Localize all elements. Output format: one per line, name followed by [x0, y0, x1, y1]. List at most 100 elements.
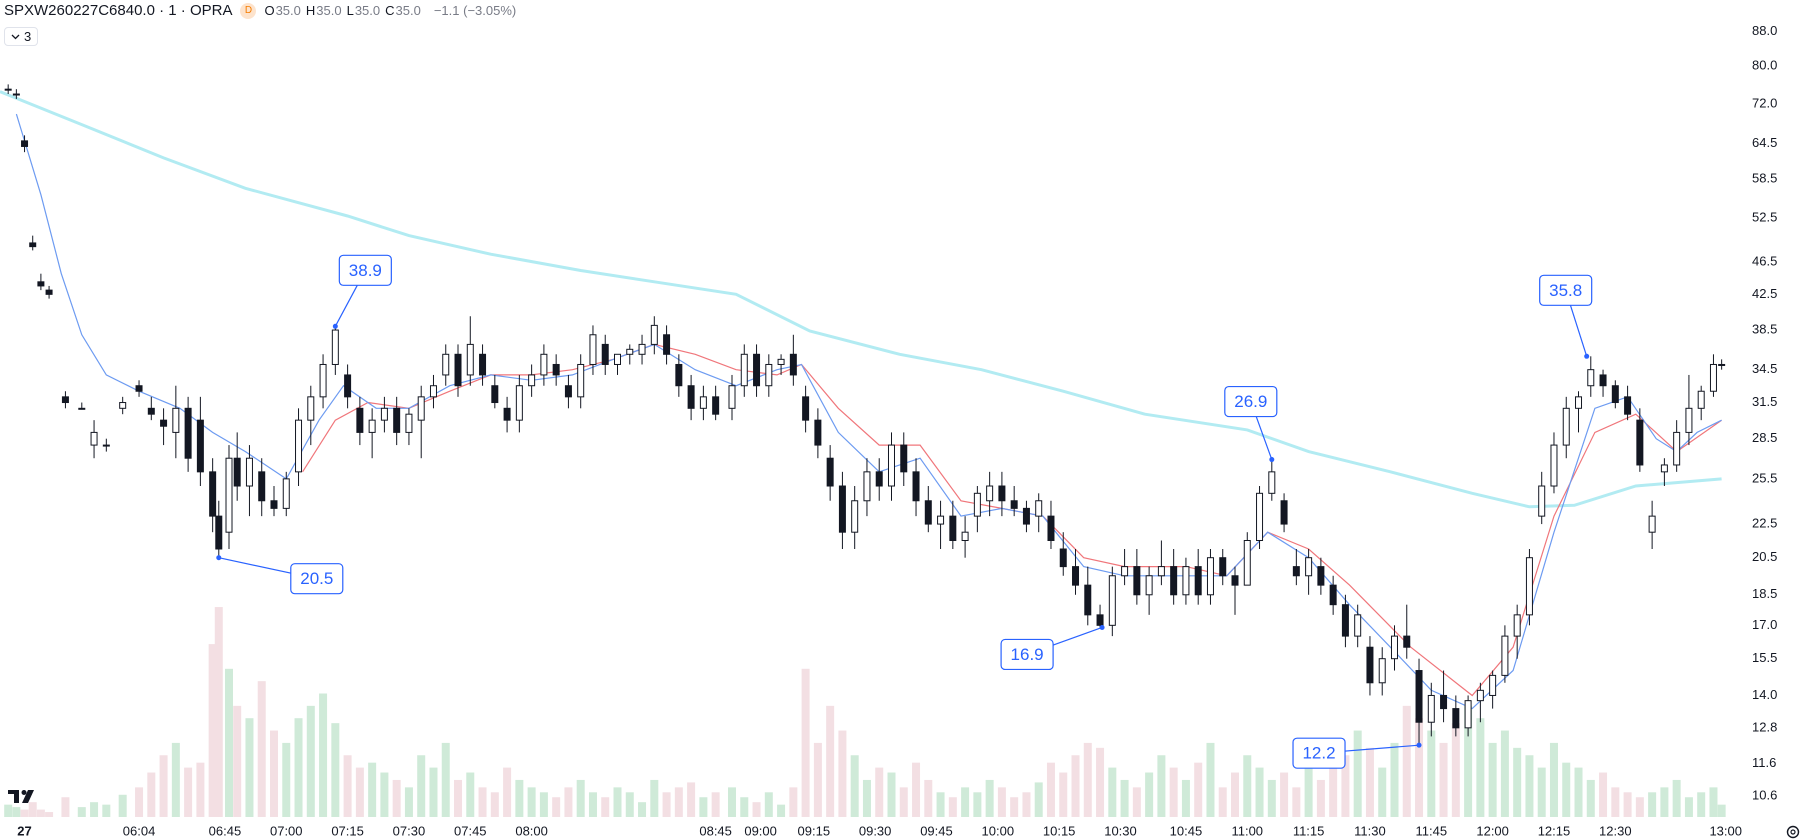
- volume-bar: [527, 787, 536, 817]
- candle-body: [78, 407, 86, 410]
- volume-bar: [331, 723, 340, 817]
- volume-bar: [380, 772, 389, 817]
- y-tick-label: 22.5: [1752, 516, 1777, 531]
- candle-body: [675, 363, 683, 387]
- candle-body: [393, 407, 401, 433]
- candle-body: [1415, 670, 1423, 723]
- volume-bar: [961, 787, 970, 817]
- volume-bar: [1684, 797, 1693, 817]
- volume-bar: [1108, 767, 1117, 817]
- volume-bar: [1267, 779, 1276, 817]
- candle-body: [1550, 444, 1558, 487]
- x-tick-label: 13:00: [1709, 823, 1742, 838]
- y-tick-label: 34.5: [1752, 361, 1777, 376]
- candle-body: [802, 396, 810, 421]
- candle-body: [1660, 464, 1668, 473]
- volume-bar: [801, 668, 810, 817]
- x-tick-label: 06:45: [209, 823, 242, 838]
- candle-body: [838, 485, 846, 533]
- callout-point: [1269, 457, 1275, 463]
- volume-bar: [429, 767, 438, 817]
- header: SPXW260227C6840.0 · 1 · OPRA D O35.0 H35.…: [4, 2, 516, 19]
- ohlc-label: L: [346, 3, 354, 18]
- candle-body: [344, 374, 352, 398]
- candle-body: [601, 343, 609, 365]
- volume-bar: [936, 792, 945, 817]
- volume-bar: [625, 792, 634, 817]
- volume-bar: [1034, 782, 1043, 817]
- volume-bar: [28, 802, 37, 817]
- moving-average-line: [302, 343, 1722, 697]
- volume-bar: [650, 779, 659, 817]
- candle-body: [663, 334, 671, 355]
- symbol[interactable]: SPXW260227C6840.0 · 1 · OPRA: [4, 2, 233, 19]
- callout-box: [338, 254, 392, 286]
- volume-bar: [77, 807, 86, 817]
- candle-body: [503, 407, 511, 421]
- candle-body: [650, 324, 658, 345]
- candle-body: [4, 88, 12, 91]
- callout-box: [1224, 385, 1278, 418]
- volume-bar: [1378, 767, 1387, 817]
- candle-body: [1624, 396, 1632, 415]
- candle-body: [851, 500, 859, 533]
- x-tick-label: 07:30: [393, 823, 426, 838]
- volume-bar: [924, 779, 933, 817]
- volume-bar: [417, 755, 426, 817]
- volume-bar: [20, 809, 29, 817]
- volume-bar: [638, 802, 647, 817]
- y-tick-label: 25.5: [1752, 470, 1777, 485]
- volume-bar: [740, 797, 749, 817]
- candle-body: [1194, 566, 1202, 596]
- x-tick-label: 11:00: [1231, 823, 1263, 838]
- ohlc-label: C: [385, 3, 395, 18]
- volume-bar: [711, 792, 720, 817]
- volume-bar: [985, 779, 994, 817]
- candle-body: [466, 343, 474, 376]
- candle-body: [577, 363, 585, 398]
- volume-bar: [1611, 787, 1620, 817]
- ohlc-value: 35.0: [316, 3, 342, 18]
- callout-label: 26.9: [1234, 392, 1267, 411]
- volume-bar: [159, 755, 168, 817]
- candle-body: [1513, 614, 1521, 637]
- y-tick-label: 18.5: [1752, 586, 1777, 601]
- x-tick-label: 11:15: [1293, 823, 1325, 838]
- volume-bar: [1648, 792, 1657, 817]
- candle-body: [479, 353, 487, 376]
- candle-body: [233, 457, 241, 487]
- volume-bar: [12, 807, 21, 817]
- candle-body: [1084, 584, 1092, 616]
- candle-body: [225, 457, 233, 533]
- ohlc-label: H: [305, 3, 316, 18]
- candle-body: [147, 407, 155, 415]
- candle-body: [1685, 407, 1693, 433]
- callout-point: [216, 555, 222, 561]
- candle-body: [777, 358, 785, 365]
- y-tick-label: 80.0: [1752, 57, 1777, 72]
- volume-bar: [588, 792, 597, 817]
- candle-body: [887, 444, 895, 487]
- volume-bar: [355, 767, 364, 817]
- candle-body: [245, 457, 253, 487]
- volume-bar: [1537, 767, 1546, 817]
- candle-body: [172, 407, 180, 433]
- candle-body: [1611, 385, 1619, 404]
- candle-body: [295, 419, 303, 473]
- candle-body: [1378, 658, 1386, 684]
- volume-bar: [997, 787, 1006, 817]
- volume-bar: [245, 718, 254, 817]
- volume-bar: [1476, 718, 1485, 817]
- candle-body: [712, 396, 720, 415]
- candle-body: [728, 385, 736, 409]
- x-tick-label: 08:45: [699, 823, 732, 838]
- candle-body: [1047, 515, 1055, 541]
- ohlc-item: H35.0: [306, 3, 342, 18]
- volume-bar: [662, 792, 671, 817]
- indicators-toggle[interactable]: 3: [4, 27, 39, 46]
- candle-body: [1390, 635, 1398, 660]
- settings-icon[interactable]: [1786, 825, 1800, 839]
- candle-body: [1231, 575, 1239, 586]
- volume-bar: [813, 742, 822, 817]
